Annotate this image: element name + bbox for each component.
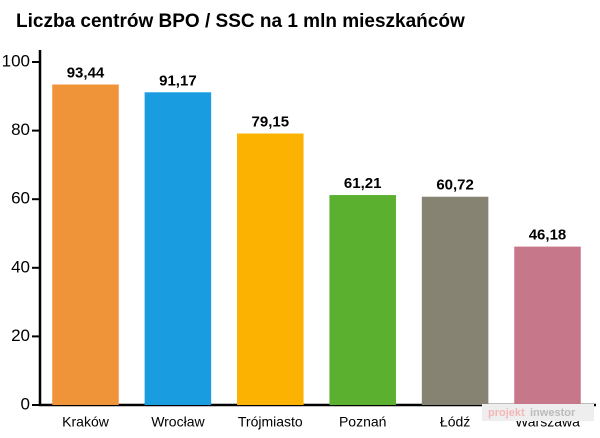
bar [329,195,396,405]
x-tick-label: Łódź [440,414,470,430]
value-label: 91,17 [159,72,197,89]
watermark-bg [482,404,594,421]
watermark: projekt inwestor [482,404,594,421]
y-tick-label: 100 [2,51,30,70]
value-label: 61,21 [344,175,382,192]
y-tick-label: 20 [11,326,30,345]
bar [52,84,119,406]
bar [514,246,581,405]
x-tick-label: Poznań [339,414,386,430]
x-tick-label: Wrocław [151,414,205,430]
value-label: 79,15 [252,113,290,130]
bar [237,133,304,405]
chart-title: Liczba centrów BPO / SSC na 1 mln mieszk… [16,11,465,32]
value-label: 60,72 [436,177,474,194]
bar [144,92,212,406]
y-tick-label: 0 [21,394,30,413]
x-tick-label: Trójmiasto [238,414,303,430]
value-label: 46,18 [529,227,567,244]
value-label: 93,44 [67,64,105,81]
y-tick-label: 40 [11,257,30,276]
watermark-text: projekt [488,407,525,419]
y-tick-label: 80 [11,120,30,139]
x-tick-label: Kraków [62,414,110,430]
bar [421,196,489,405]
watermark-text: inwestor [530,407,576,419]
y-tick-label: 60 [11,189,30,208]
